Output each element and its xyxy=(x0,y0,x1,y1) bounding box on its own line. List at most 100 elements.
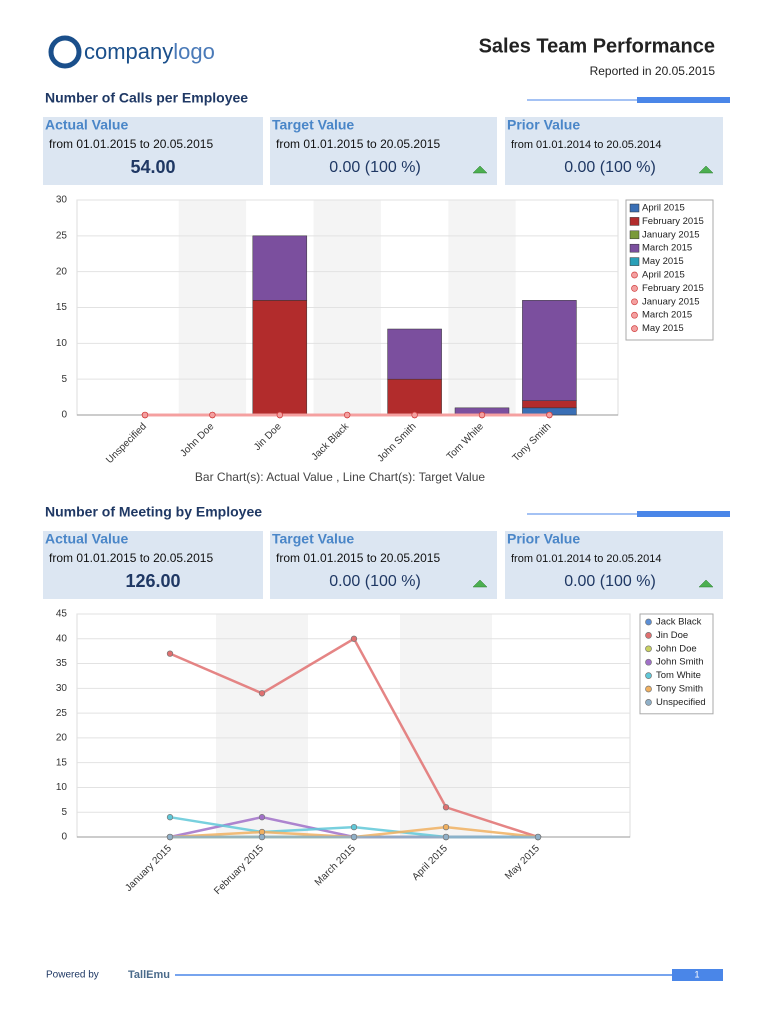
section-rule-accent xyxy=(637,511,730,517)
legend-label: John Smith xyxy=(656,657,704,668)
x-tick-label: John Smith xyxy=(375,421,418,464)
bar-segment xyxy=(387,328,442,380)
logo-primary: company xyxy=(84,39,173,64)
legend-label: March 2015 xyxy=(642,243,692,254)
kpi-value: 0.00 (100 %) xyxy=(329,159,421,176)
y-tick-label: 30 xyxy=(56,195,68,206)
legend-label: Jack Black xyxy=(656,617,702,628)
y-tick-label: 20 xyxy=(56,733,68,744)
legend-label: April 2015 xyxy=(642,203,685,214)
legend-label: February 2015 xyxy=(642,216,704,227)
legend-swatch xyxy=(631,325,638,332)
line-marker xyxy=(442,804,450,811)
kpi-value: 54.00 xyxy=(130,157,175,177)
brand: TallEmu xyxy=(128,969,170,981)
kpi-range: from 01.01.2015 to 20.05.2015 xyxy=(49,137,213,151)
legend-label: January 2015 xyxy=(642,229,700,240)
page-number: 1 xyxy=(694,969,699,979)
kpi-label: Actual Value xyxy=(45,531,128,547)
line-marker xyxy=(411,411,418,419)
legend-label: May 2015 xyxy=(642,256,684,267)
line-marker xyxy=(258,690,266,697)
line-marker xyxy=(350,823,358,831)
kpi-label: Prior Value xyxy=(507,531,580,547)
x-tick-label: May 2015 xyxy=(503,843,542,882)
line-marker xyxy=(258,814,266,821)
y-tick-label: 25 xyxy=(56,230,68,241)
line-marker xyxy=(442,823,450,831)
legend-label: April 2015 xyxy=(642,270,685,281)
plot-area xyxy=(76,613,631,838)
legend-swatch xyxy=(631,311,638,319)
x-tick-label: Unspecified xyxy=(104,421,149,466)
line-marker xyxy=(546,411,553,419)
trend-up-icon xyxy=(698,579,714,588)
bar-segment xyxy=(252,300,308,416)
line-marker xyxy=(209,411,216,419)
bar-segment xyxy=(522,400,577,409)
legend-swatch xyxy=(631,298,638,306)
y-tick-label: 25 xyxy=(56,708,68,719)
legend-swatch xyxy=(645,618,652,626)
x-tick-label: March 2015 xyxy=(313,843,358,888)
bar-segment xyxy=(252,235,308,301)
line-marker xyxy=(350,833,358,841)
logo-secondary: logo xyxy=(173,39,215,64)
kpi-value: 0.00 (100 %) xyxy=(564,573,656,590)
kpi-box xyxy=(270,531,497,599)
legend-swatch xyxy=(645,672,652,679)
kpi-value: 126.00 xyxy=(125,571,180,591)
y-tick-label: 15 xyxy=(56,302,68,313)
legend-swatch xyxy=(631,285,638,292)
y-tick-label: 30 xyxy=(56,683,68,694)
legend-label: Jin Doe xyxy=(656,630,688,641)
y-tick-label: 15 xyxy=(56,757,68,768)
kpi-label: Actual Value xyxy=(45,117,128,133)
legend-swatch xyxy=(645,658,652,666)
legend-swatch xyxy=(629,217,640,226)
section-title: Number of Calls per Employee xyxy=(45,90,248,106)
legend-label: Tom White xyxy=(656,670,701,681)
kpi-value: 0.00 (100 %) xyxy=(564,159,656,176)
kpi-value: 0.00 (100 %) xyxy=(329,573,421,590)
legend-swatch xyxy=(629,230,640,240)
y-tick-label: 0 xyxy=(61,410,67,421)
legend-swatch xyxy=(631,271,638,279)
kpi-range: from 01.01.2015 to 20.05.2015 xyxy=(276,551,440,565)
legend-swatch xyxy=(629,257,640,266)
y-tick-label: 5 xyxy=(61,374,67,385)
line-marker xyxy=(166,814,174,821)
kpi-box xyxy=(43,531,263,599)
x-tick-label: Jin Doe xyxy=(252,421,284,453)
y-tick-label: 40 xyxy=(56,633,68,644)
plot-band xyxy=(400,614,492,837)
kpi-range: from 01.01.2015 to 20.05.2015 xyxy=(49,551,213,565)
line-marker xyxy=(166,833,174,841)
line-marker xyxy=(534,833,542,841)
legend-label: Tony Smith xyxy=(656,684,703,695)
x-tick-label: Jack Black xyxy=(310,421,352,463)
powered-by: Powered by xyxy=(46,970,99,981)
legend-swatch xyxy=(645,645,652,653)
legend-label: John Doe xyxy=(656,643,697,654)
y-tick-label: 10 xyxy=(56,782,68,793)
legend-swatch xyxy=(645,685,652,693)
y-tick-label: 35 xyxy=(56,658,68,669)
line-marker xyxy=(442,833,450,841)
kpi-range: from 01.01.2015 to 20.05.2015 xyxy=(276,137,440,151)
legend-swatch xyxy=(629,203,640,213)
bar-segment xyxy=(522,300,577,401)
trend-up-icon xyxy=(472,165,488,174)
line-marker xyxy=(350,635,358,642)
chart-caption: Bar Chart(s): Actual Value , Line Chart(… xyxy=(195,470,485,484)
logo-mark xyxy=(48,35,82,69)
kpi-label: Target Value xyxy=(272,531,354,547)
kpi-range: from 01.01.2014 to 20.05.2014 xyxy=(511,139,661,151)
report-date: Reported in 20.05.2015 xyxy=(590,64,716,78)
legend-box xyxy=(625,199,714,341)
kpi-box xyxy=(505,531,723,599)
x-tick-label: April 2015 xyxy=(410,843,450,883)
line-marker xyxy=(141,411,149,419)
trend-up-icon xyxy=(698,165,714,174)
